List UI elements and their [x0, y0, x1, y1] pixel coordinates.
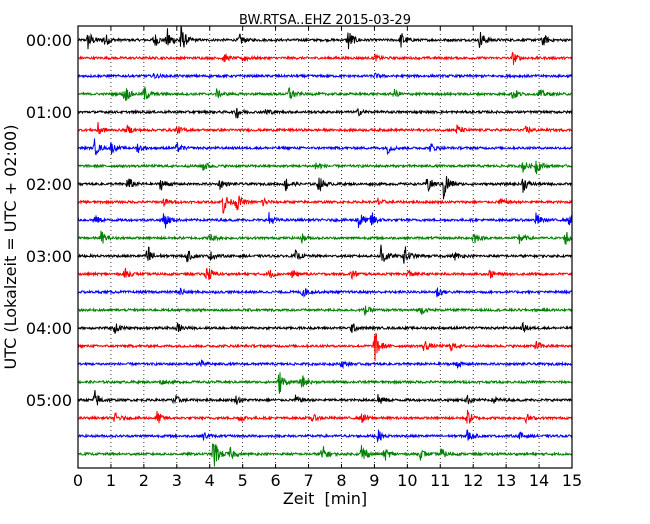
x-tick-label: 3: [172, 471, 182, 490]
chart-title: BW.RTSA..EHZ 2015-03-29: [239, 13, 411, 28]
x-tick-label: 9: [369, 471, 379, 490]
trace-0315: [77, 267, 573, 281]
y-tick-label: 04:00: [26, 319, 72, 338]
y-tick-label: 05:00: [26, 391, 72, 410]
trace-0030: [77, 72, 573, 80]
y-tick-label: 00:00: [26, 31, 72, 50]
x-tick-label: 11: [430, 471, 450, 490]
trace-0515: [77, 409, 573, 425]
trace-0145: [77, 160, 573, 175]
trace-0215: [77, 195, 573, 214]
x-tick-label: 2: [139, 471, 149, 490]
trace-0400: [77, 321, 573, 334]
trace-0245: [77, 230, 573, 245]
trace-0430: [77, 358, 573, 370]
x-tick-label: 0: [73, 471, 83, 490]
x-axis-label: Zeit [min]: [283, 489, 367, 508]
x-tick-label: 7: [303, 471, 313, 490]
trace-0000: [77, 26, 573, 50]
y-tick-label: 02:00: [26, 175, 72, 194]
plot-frame: [77, 25, 573, 469]
trace-0500: [77, 390, 573, 406]
x-axis: 0 1 2 3 4 5 6 7 8 9 10 11 12 13 14 15: [73, 26, 582, 490]
trace-0015: [77, 51, 573, 65]
trace-0100: [77, 107, 573, 119]
traces: [77, 26, 573, 467]
x-tick-label: 5: [238, 471, 248, 490]
y-tick-label: 03:00: [26, 247, 72, 266]
x-tick-label: 13: [496, 471, 516, 490]
trace-0200: [77, 176, 573, 200]
x-tick-label: 8: [336, 471, 346, 490]
trace-0115: [77, 122, 573, 135]
x-tick-label: 1: [106, 471, 116, 490]
x-tick-label: 14: [529, 471, 549, 490]
trace-0530: [77, 429, 573, 444]
x-tick-label: 4: [205, 471, 215, 490]
y-axis: 00:00 01:00 02:00 03:00 04:00 05:00: [26, 31, 572, 410]
trace-0415: [77, 332, 573, 361]
trace-0545: [78, 443, 573, 467]
y-axis-label: UTC (Lokalzeit = UTC + 02:00): [1, 125, 20, 370]
y-tick-label: 01:00: [26, 103, 72, 122]
trace-0230: [77, 212, 573, 229]
x-tick-label: 10: [397, 471, 417, 490]
trace-0300: [77, 244, 573, 264]
trace-0445: [77, 372, 573, 394]
x-tick-label: 6: [271, 471, 281, 490]
trace-0330: [77, 287, 573, 298]
grid-lines: [110, 26, 540, 468]
x-tick-label: 12: [463, 471, 483, 490]
x-tick-label: 15: [562, 471, 582, 490]
trace-0045: [77, 86, 573, 102]
trace-0130: [77, 138, 573, 156]
trace-0345: [78, 305, 573, 316]
